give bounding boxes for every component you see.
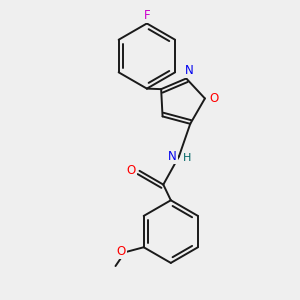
Text: F: F xyxy=(144,9,150,22)
Text: O: O xyxy=(209,92,218,105)
Text: O: O xyxy=(127,164,136,177)
Text: N: N xyxy=(168,150,177,163)
Text: N: N xyxy=(184,64,193,77)
Text: O: O xyxy=(116,245,126,258)
Text: H: H xyxy=(183,153,191,163)
